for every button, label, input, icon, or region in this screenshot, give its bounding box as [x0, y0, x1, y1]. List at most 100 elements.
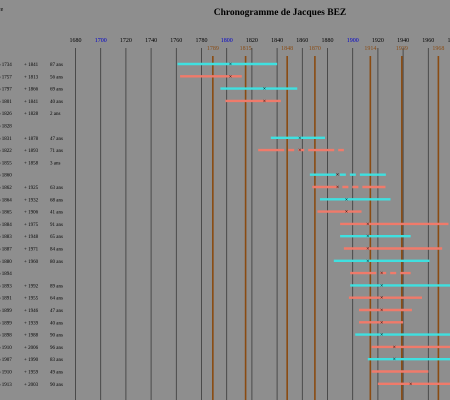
generation-cross: ×: [380, 271, 383, 277]
row-birth-year: o 1899: [0, 309, 12, 314]
row-death-year: + 1960: [24, 260, 39, 265]
row-death-year: + 1906: [24, 211, 39, 216]
decade-tick-label: 1720: [120, 38, 132, 44]
row-birth-year: o 1899: [0, 321, 12, 326]
row-age: 83 ans: [50, 358, 63, 363]
row-birth-year: o 1910: [0, 371, 12, 376]
row-age: 47 ans: [50, 137, 63, 142]
row-age: 71 ans: [50, 149, 63, 154]
row-birth-year: o 1887: [0, 248, 12, 253]
row-death-year: + 1988: [24, 334, 39, 339]
generation-cross: ×: [380, 283, 383, 289]
generation-cross: ×: [393, 345, 396, 351]
generation-cross: ×: [263, 99, 266, 105]
event-marker-label: 1848: [281, 46, 293, 52]
row-birth-year: o 1822: [0, 149, 12, 154]
row-death-year: + 1866: [24, 88, 39, 93]
generation-cross: ×: [366, 259, 369, 265]
row-death-year: + 1959: [24, 371, 39, 376]
row-birth-year: o 1801: [0, 100, 12, 105]
decade-tick-label: 1700: [95, 38, 107, 44]
row-age: 40 ans: [50, 100, 63, 105]
row-age: 90 ans: [50, 334, 63, 339]
row-birth-year: o 1894: [0, 272, 12, 277]
row-age: 69 ans: [50, 88, 63, 93]
row-death-year: + 1841: [24, 100, 39, 105]
decade-tick-label: 1800: [221, 38, 233, 44]
decade-tick-label: 1780: [196, 38, 208, 44]
decade-tick-label: 1900: [347, 38, 359, 44]
generation-cross: ×: [409, 382, 412, 388]
row-birth-year: o 1734: [0, 63, 12, 68]
generation-cross: ×: [229, 74, 232, 80]
generation-cross: ×: [345, 210, 348, 216]
event-marker-label: 1870: [309, 46, 321, 52]
event-marker-label: 1789: [207, 46, 219, 52]
corner-text: ce: [0, 7, 4, 13]
row-age: 89 ans: [50, 284, 63, 289]
decade-tick-label: 1940: [397, 38, 409, 44]
row-birth-year: o 1757: [0, 75, 12, 80]
row-birth-year: o 1891: [0, 297, 12, 302]
row-death-year: + 2003: [24, 383, 39, 388]
decade-tick-label: 1680: [70, 38, 82, 44]
generation-cross: ×: [298, 148, 301, 154]
row-death-year: + 1946: [24, 309, 39, 314]
generation-cross: ×: [336, 173, 339, 179]
row-age: 47 ans: [50, 309, 63, 314]
event-marker-label: 1939: [396, 46, 408, 52]
decade-tick-label: 1960: [422, 38, 434, 44]
decade-tick-label: 1740: [145, 38, 157, 44]
generation-cross: ×: [380, 320, 383, 326]
row-age: 63 ans: [50, 186, 63, 191]
row-birth-year: o 1910: [0, 346, 12, 351]
row-birth-year: o 1913: [0, 383, 12, 388]
generation-cross: ×: [298, 136, 301, 142]
generation-cross: ×: [366, 247, 369, 253]
row-birth-year: o 1797: [0, 88, 12, 93]
row-age: 64 ans: [50, 297, 63, 302]
generation-cross: ×: [263, 87, 266, 93]
generation-cross: ×: [380, 296, 383, 302]
generation-cross: ×: [393, 357, 396, 363]
row-age: 65 ans: [50, 235, 63, 240]
row-death-year: + 1971: [24, 248, 39, 253]
row-death-year: + 1858: [24, 161, 39, 166]
row-birth-year: o 1855: [0, 161, 12, 166]
row-death-year: + 1939: [24, 321, 39, 326]
row-birth-year: o 1865: [0, 211, 12, 216]
row-birth-year: o 1898: [0, 334, 12, 339]
decade-tick-label: 1760: [170, 38, 182, 44]
row-death-year: + 1925: [24, 186, 39, 191]
row-age: 96 ans: [50, 346, 63, 351]
row-death-year: + 1813: [24, 75, 39, 80]
generation-cross: ×: [380, 333, 383, 339]
generation-cross: ×: [380, 308, 383, 314]
row-birth-year: o 1893: [0, 284, 12, 289]
row-birth-year: o 1883: [0, 235, 12, 240]
row-age: 80 ans: [50, 260, 63, 265]
row-birth-year: o 1828: [0, 125, 12, 130]
row-death-year: + 1992: [24, 284, 39, 289]
row-death-year: + 1893: [24, 149, 39, 154]
row-death-year: + 1828: [24, 112, 39, 117]
decade-tick-label: 1880: [322, 38, 334, 44]
row-age: 41 ans: [50, 211, 63, 216]
decade-tick-label: 1860: [296, 38, 308, 44]
decade-tick-label: 1980: [448, 38, 450, 44]
row-age: 91 ans: [50, 223, 63, 228]
row-age: 84 ans: [50, 248, 63, 253]
row-age: 87 ans: [50, 63, 63, 68]
chart-title: Chronogramme de Jacques BEZ: [213, 8, 347, 18]
row-age: 2 ans: [50, 112, 60, 117]
generation-cross: ×: [345, 197, 348, 203]
row-age: 68 ans: [50, 198, 63, 203]
decade-tick-label: 1920: [372, 38, 384, 44]
generation-cross: ×: [366, 222, 369, 228]
row-birth-year: o 1864: [0, 198, 12, 203]
row-death-year: + 1841: [24, 63, 39, 68]
event-marker-label: 1914: [364, 46, 376, 52]
row-age: 90 ans: [50, 383, 63, 388]
generation-cross: ×: [229, 62, 232, 68]
